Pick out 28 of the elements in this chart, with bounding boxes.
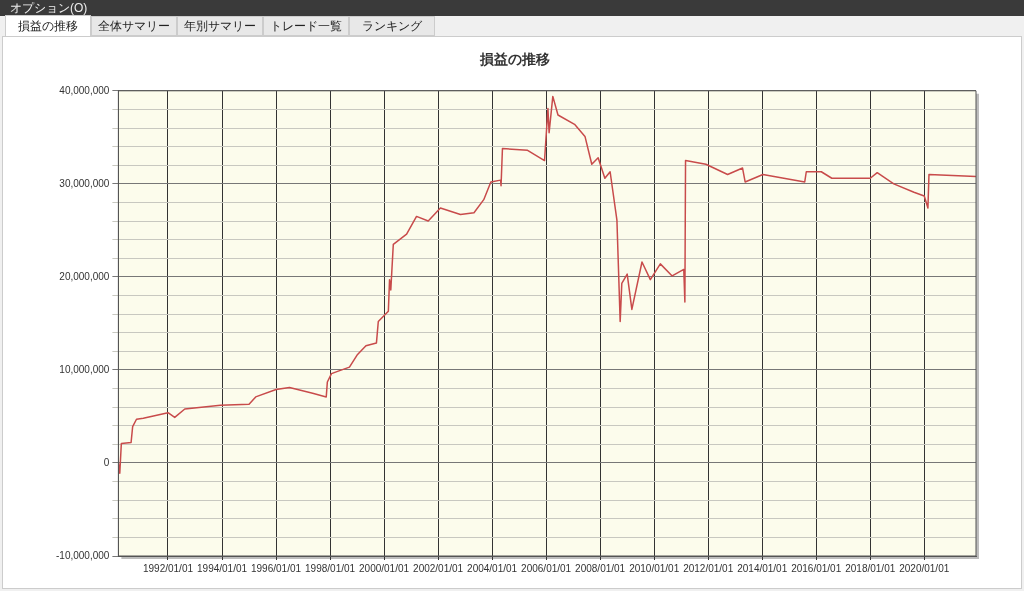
text: 年別サマリー — [177, 16, 263, 36]
y-tick-label: 40,000,000 — [59, 84, 110, 96]
text: オプション(O) — [10, 1, 88, 15]
y-tick-label: -10,000,000 — [55, 549, 110, 561]
chart-title: 損益の推移 — [478, 51, 550, 68]
x-tick-label: 1996/01/01 — [251, 562, 302, 574]
x-tick-label: 2016/01/01 — [791, 562, 842, 574]
x-tick-label: 2004/01/01 — [467, 562, 518, 574]
text: トレード一覧 — [263, 16, 349, 36]
y-tick-label: 0 — [103, 456, 110, 468]
x-tick-label: 1998/01/01 — [305, 562, 356, 574]
x-tick-label: 2020/01/01 — [899, 562, 950, 574]
x-tick-label: 2010/01/01 — [629, 562, 680, 574]
y-tick-label: 20,000,000 — [59, 270, 110, 282]
x-tick-label: 2014/01/01 — [737, 562, 788, 574]
x-tick-label: 2002/01/01 — [413, 562, 464, 574]
x-tick-label: 2012/01/01 — [683, 562, 734, 574]
y-tick-label: 10,000,000 — [59, 363, 110, 375]
x-tick-label: 2018/01/01 — [845, 562, 896, 574]
x-tick-label: 1992/01/01 — [142, 562, 194, 574]
x-tick-label: 2006/01/01 — [521, 562, 572, 574]
x-tick-label: 1994/01/01 — [197, 562, 248, 574]
text: ランキング — [349, 16, 435, 36]
x-tick-label: 2000/01/01 — [359, 562, 410, 574]
text: 全体サマリー — [91, 16, 177, 36]
y-tick-label: 30,000,000 — [59, 177, 110, 189]
x-tick-label: 2008/01/01 — [575, 562, 626, 574]
text: 損益の推移 — [5, 15, 91, 36]
